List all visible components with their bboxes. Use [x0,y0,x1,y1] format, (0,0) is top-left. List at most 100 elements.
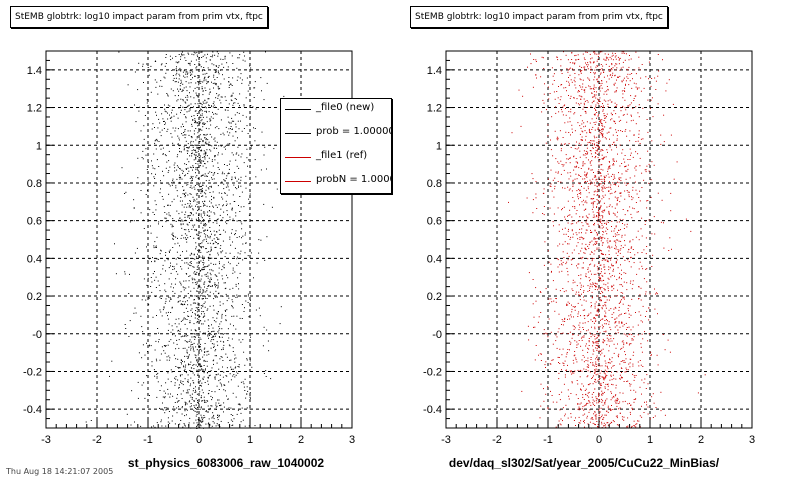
scatter-point [629,177,631,179]
scatter-point [199,157,201,159]
scatter-point [165,63,167,64]
y-tick-label: 0.4 [27,253,42,265]
scatter-point [195,364,197,366]
scatter-point [594,238,596,240]
scatter-point [207,187,209,189]
scatter-point [615,262,617,264]
scatter-point [583,237,585,239]
scatter-point [212,222,214,224]
scatter-point [232,194,234,196]
scatter-point [657,192,659,194]
scatter-point [152,211,154,213]
scatter-point [253,97,255,98]
scatter-point [195,169,197,171]
scatter-point [174,130,176,132]
scatter-point [258,252,260,254]
scatter-point [614,91,616,93]
scatter-point [201,275,203,277]
scatter-point [185,102,187,104]
scatter-point [611,118,613,120]
scatter-point [134,307,136,309]
scatter-point [551,301,553,303]
scatter-point [223,371,225,373]
scatter-point [200,103,202,105]
scatter-point [632,119,634,121]
scatter-point [177,166,179,168]
scatter-point [616,405,618,407]
scatter-point [179,217,181,219]
scatter-point [251,145,252,147]
scatter-point [211,257,213,259]
scatter-point [156,315,157,316]
scatter-point [550,139,551,141]
scatter-point [616,146,617,148]
scatter-point [629,148,631,150]
scatter-point [575,87,577,89]
scatter-point [153,247,155,249]
scatter-point [636,88,638,90]
scatter-point [220,96,222,98]
scatter-point [243,105,245,107]
scatter-point [584,174,585,176]
scatter-point [591,140,593,142]
scatter-point [137,89,139,91]
scatter-point [199,316,201,317]
scatter-point [606,371,608,373]
scatter-point [174,384,176,386]
y-tick-label: 1 [36,140,42,152]
scatter-point [572,184,574,186]
scatter-point [197,193,199,195]
scatter-point [580,389,582,390]
scatter-point [259,315,261,317]
scatter-point [626,170,628,172]
scatter-point [219,87,221,89]
scatter-point [616,279,618,281]
scatter-point [571,230,573,232]
scatter-point [165,298,167,300]
scatter-point [187,167,189,169]
scatter-point [569,343,571,345]
scatter-point [249,305,251,307]
scatter-point [220,356,222,357]
scatter-point [620,284,622,286]
legend-label-probn: probN = 1.000000 [316,174,391,185]
scatter-point [629,333,631,335]
scatter-point [606,90,608,92]
scatter-point [626,121,628,123]
scatter-point [670,192,672,194]
scatter-point [156,396,158,398]
scatter-point [552,221,554,223]
scatter-point [195,248,197,250]
scatter-point [204,212,206,214]
scatter-point [178,318,180,320]
scatter-point [232,307,234,309]
scatter-point [597,237,599,239]
scatter-point [241,223,243,225]
scatter-point [179,367,181,369]
scatter-point [200,365,202,366]
scatter-point [640,287,642,289]
scatter-point [646,200,648,202]
scatter-point [190,142,192,144]
scatter-point [576,380,578,381]
scatter-point [607,246,609,248]
scatter-point [609,144,611,146]
scatter-point [626,135,628,137]
scatter-point [614,318,616,320]
scatter-point [194,185,196,186]
scatter-point [212,51,214,53]
scatter-point [222,347,224,349]
scatter-point [193,336,195,338]
scatter-point [620,248,622,250]
scatter-point [594,264,596,266]
scatter-point [607,222,609,223]
scatter-point [646,207,648,209]
scatter-point [163,120,165,122]
scatter-point [168,250,170,252]
scatter-point [202,420,204,422]
scatter-point [597,369,599,371]
scatter-point [220,420,222,422]
scatter-point [189,385,191,387]
scatter-point [183,70,185,72]
scatter-point [162,198,164,200]
